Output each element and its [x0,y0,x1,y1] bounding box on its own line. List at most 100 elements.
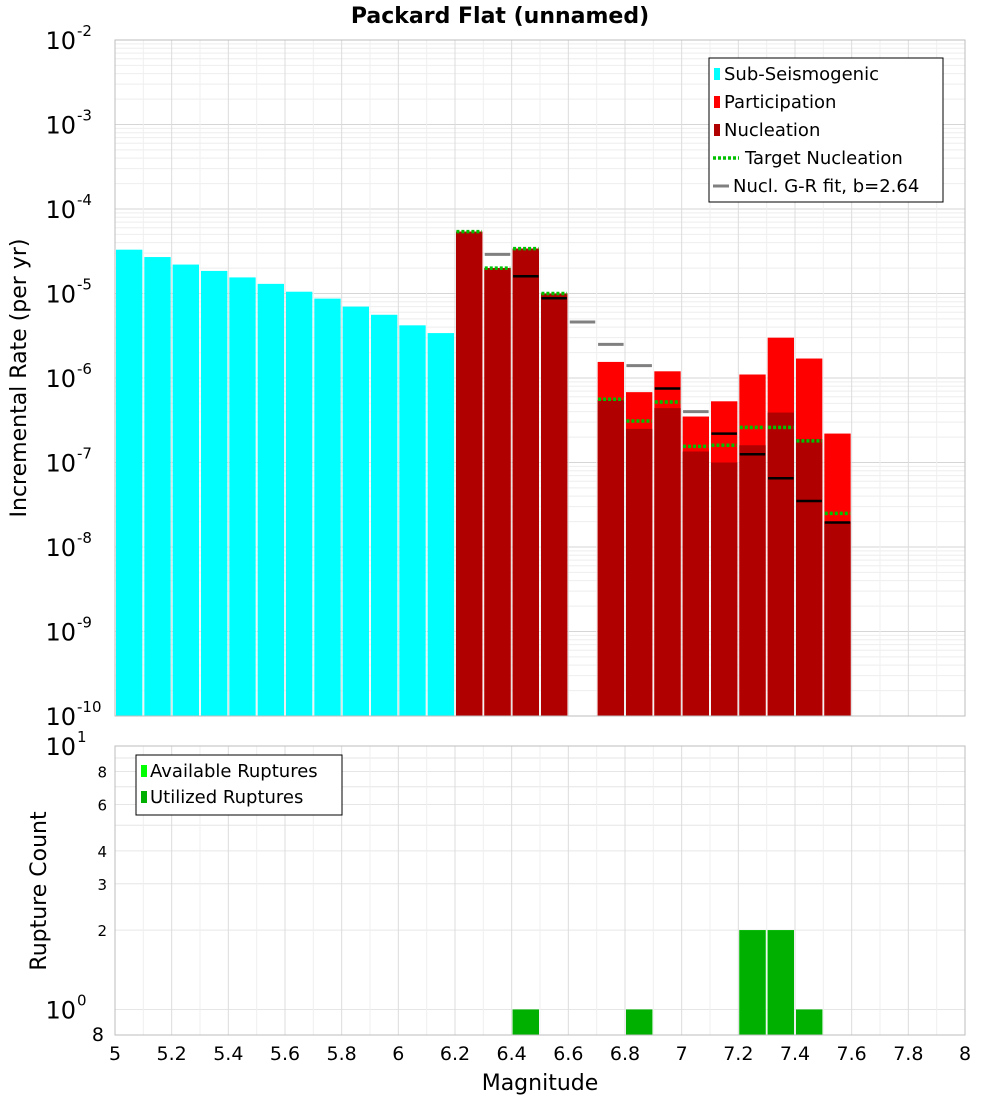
nucleation-bar [654,408,681,716]
x-tick-label: 7.4 [780,1043,810,1065]
sub-seismogenic-bar [286,291,313,716]
y-tick-label: 10 [45,733,76,761]
y-tick-label: 10 [45,996,76,1024]
x-tick-label: 5 [109,1043,121,1065]
legend-label: Available Ruptures [150,761,318,782]
y-tick-exponent: -10 [77,698,102,716]
y-minor-tick-label: 3 [97,876,107,894]
bottom-plot-frame [114,745,966,1036]
x-tick-label: 5.2 [157,1043,187,1065]
sub-seismogenic-bar [314,298,341,716]
x-tick-label: 5.6 [270,1043,300,1065]
sub-seismogenic-bar [427,333,454,716]
nucleation-bar [767,412,794,716]
y-tick-exponent: -6 [77,360,92,378]
sub-seismogenic-bar [144,257,171,716]
x-tick-label: 7.6 [837,1043,867,1065]
y-tick-exponent: -8 [77,529,92,547]
nucleation-bar [711,462,738,716]
y-minor-tick-label: 6 [97,796,107,814]
legend-swatch [141,791,147,803]
x-tick-label: 6.4 [497,1043,527,1065]
bottom-legend: Available Ruptures Utilized Ruptures [135,754,343,816]
nucleation-bar [484,268,511,716]
y-tick-exponent: 0 [77,991,87,1009]
chart-title: Packard Flat (unnamed) [351,4,649,29]
y-tick-exponent: -9 [77,614,92,632]
x-tick-label: 7 [676,1043,688,1065]
sub-seismogenic-bar [371,314,398,716]
legend-label: Target Nucleation [744,148,903,169]
legend-label: Participation [724,92,836,113]
nucleation-bar [739,445,766,716]
y-tick-label: 10 [45,534,76,562]
top-legend: Sub-Seismogenic Participation Nucleation Ta… [708,57,944,203]
legend-label: Nucl. G-R fit, b=2.64 [733,176,919,197]
sub-seismogenic-bar [229,277,256,716]
x-tick-label: 5.4 [213,1043,243,1065]
y-tick-exponent: -2 [77,22,92,40]
legend-label: Utilized Ruptures [150,787,303,808]
bottom-y-axis-label: Rupture Count [27,811,52,971]
y-tick-label: 10 [45,112,76,140]
x-tick-label: 8 [959,1043,971,1065]
y-tick-exponent: -3 [77,107,92,125]
nucleation-bar [512,248,539,716]
utilized-rupture-bar [512,1009,539,1035]
legend-swatch [714,68,720,80]
utilized-rupture-bar [767,930,794,1035]
y-minor-tick-label: 2 [97,922,107,940]
nucleation-bar [824,521,851,716]
sub-seismogenic-bar [201,270,228,716]
bottom-bars [512,930,823,1035]
top-y-axis-label: Incremental Rate (per yr) [7,239,32,518]
y-minor-tick-label: 8 [97,764,107,782]
bottom-grid [114,745,966,1035]
sub-seismogenic-bar [172,264,199,716]
x-tick-label: 6.8 [610,1043,640,1065]
top-legend-box [708,57,944,203]
legend-label: Sub-Seismogenic [724,64,879,85]
y-tick-label: 10 [45,196,76,224]
x-ticks: 5 5.2 5.4 5.6 5.8 6 6.2 6.4 6.6 6.8 7 7.2 7.4 7.6 7.8 8 [109,1043,971,1065]
x-tick-label: 6 [392,1043,404,1065]
sub-seismogenic-bar [116,249,143,716]
y-tick-exponent: -7 [77,445,92,463]
utilized-rupture-bar [796,1009,823,1035]
top-lines [456,229,851,524]
y-tick-label: 10 [45,27,76,55]
y-tick-label: 10 [45,703,76,731]
y-tick-label: 10 [45,619,76,647]
sub-seismogenic-bar [342,306,369,716]
nucleation-bar [682,451,709,716]
nucleation-bar [796,438,823,716]
y-minor-tick-label: 4 [97,843,107,861]
sub-seismogenic-bar [399,325,426,716]
nucleation-bar [626,428,653,716]
top-plot-frame [114,39,966,717]
nucleation-bar [541,293,568,716]
y-tick-exponent: -5 [77,276,92,294]
y-tick-label: 10 [45,450,76,478]
y-tick-label: 10 [45,365,76,393]
y-tick-exponent: 1 [77,728,87,746]
top-bars [116,231,851,716]
x-tick-label: 6.2 [440,1043,470,1065]
y-minor-tick-label: 8 [92,1024,104,1046]
x-tick-label: 7.2 [723,1043,753,1065]
y-tick-label: 10 [45,281,76,309]
legend-swatch [714,96,720,108]
x-tick-label: 6.6 [553,1043,583,1065]
nucleation-bar [597,399,624,716]
bottom-legend-box [135,754,343,816]
x-tick-label: 7.8 [893,1043,923,1065]
utilized-rupture-bar [626,1009,653,1035]
legend-swatch [714,124,720,136]
utilized-rupture-bar [739,930,766,1035]
x-axis-label: Magnitude [482,1071,599,1096]
